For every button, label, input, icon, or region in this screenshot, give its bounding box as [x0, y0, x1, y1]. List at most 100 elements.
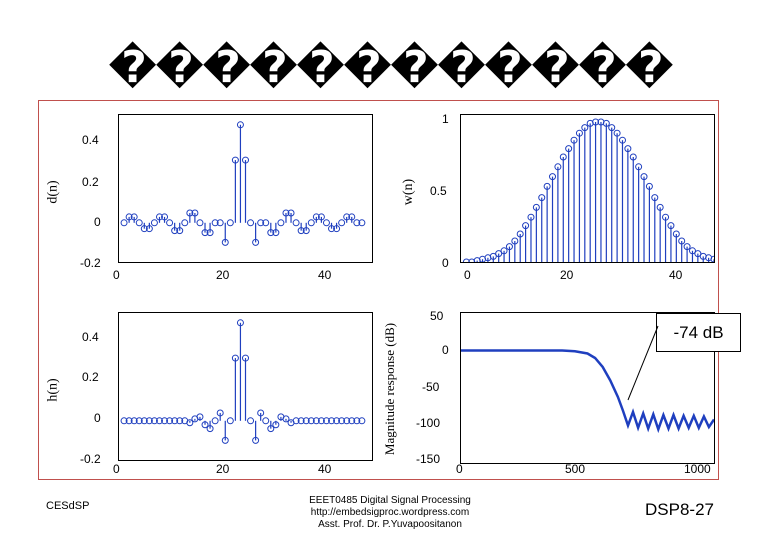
- d-marker: [257, 219, 265, 227]
- footer-left: CESdSP: [46, 500, 90, 512]
- d-marker: [231, 156, 239, 164]
- ytick-d-3: 0: [94, 215, 101, 229]
- d-marker: [236, 121, 244, 129]
- h-marker: [120, 417, 128, 425]
- h-marker: [216, 409, 224, 417]
- h-marker: [252, 436, 260, 444]
- ytick-d-2: 0.2: [82, 175, 99, 189]
- d-marker: [348, 213, 356, 221]
- d-marker: [287, 209, 295, 217]
- h-marker: [297, 417, 305, 425]
- h-marker: [186, 419, 194, 427]
- d-marker: [282, 209, 290, 217]
- plot-w: [460, 114, 715, 263]
- h-marker: [201, 421, 209, 429]
- h-marker: [226, 417, 234, 425]
- plot-magnitude-svg: [461, 349, 714, 434]
- d-marker: [145, 225, 153, 233]
- magnitude-response-line: [461, 349, 714, 434]
- d-marker: [277, 219, 285, 227]
- h-marker: [348, 417, 356, 425]
- d-marker: [186, 209, 194, 217]
- h-marker: [282, 415, 290, 423]
- d-marker: [272, 229, 280, 237]
- w-marker: [667, 222, 675, 230]
- w-marker: [688, 247, 696, 255]
- w-marker: [554, 163, 562, 171]
- d-marker: [297, 227, 305, 235]
- h-marker: [161, 417, 169, 425]
- d-marker: [338, 219, 346, 227]
- w-marker: [462, 258, 470, 262]
- xtick-d-3: 40: [318, 268, 332, 282]
- h-marker: [140, 417, 148, 425]
- plot-w-svg: [462, 118, 714, 262]
- footer-slide-number: DSP8-27: [645, 500, 714, 519]
- w-marker: [694, 250, 702, 258]
- ytick-d-4: -0.2: [80, 256, 101, 270]
- d-marker: [161, 213, 169, 221]
- w-marker: [672, 230, 680, 238]
- d-marker: [247, 219, 255, 227]
- d-marker: [216, 219, 224, 227]
- d-marker: [155, 213, 163, 221]
- w-marker: [500, 247, 508, 255]
- d-marker: [242, 156, 249, 164]
- h-marker: [196, 413, 204, 421]
- footer-center: EEET0485 Digital Signal Processing http:…: [280, 495, 500, 531]
- ytick-H-3: -50: [422, 380, 440, 394]
- d-marker: [171, 227, 179, 235]
- w-marker: [468, 258, 476, 262]
- d-marker: [191, 209, 199, 217]
- ylabel-d: d(n): [45, 180, 61, 204]
- w-marker: [592, 118, 600, 126]
- h-marker: [150, 417, 158, 425]
- d-marker: [120, 219, 128, 227]
- w-marker: [495, 250, 503, 258]
- d-marker: [176, 227, 184, 235]
- h-marker: [242, 354, 249, 362]
- w-marker: [678, 237, 686, 245]
- w-marker: [570, 136, 578, 144]
- h-marker: [292, 417, 300, 425]
- w-marker: [532, 203, 540, 211]
- w-marker: [581, 124, 589, 132]
- h-marker: [353, 417, 361, 425]
- w-marker: [656, 203, 664, 211]
- slide-title: ������������: [108, 43, 674, 92]
- d-marker: [267, 229, 275, 237]
- d-marker: [307, 219, 315, 227]
- h-marker: [166, 417, 174, 425]
- w-marker: [662, 213, 670, 221]
- plot-h-svg: [120, 319, 366, 444]
- xtick-H-3: 1000: [684, 462, 711, 476]
- d-marker: [302, 227, 310, 235]
- d-marker: [150, 219, 158, 227]
- h-marker: [155, 417, 163, 425]
- h-marker: [343, 417, 351, 425]
- w-marker: [710, 255, 714, 262]
- xtick-h-2: 20: [216, 462, 230, 476]
- xtick-H-2: 500: [565, 462, 586, 476]
- h-marker: [272, 421, 280, 429]
- h-marker: [231, 354, 239, 362]
- d-marker: [292, 219, 300, 227]
- d-marker: [130, 213, 138, 221]
- w-marker: [651, 194, 659, 202]
- xtick-w-3: 40: [669, 268, 683, 282]
- ylabel-w: w(n): [401, 178, 417, 206]
- ytick-H-1: 50: [430, 309, 444, 323]
- footer-course: EEET0485 Digital Signal Processing: [309, 495, 471, 506]
- d-marker: [211, 219, 219, 227]
- h-marker: [171, 417, 179, 425]
- ytick-h-4: -0.2: [80, 452, 101, 466]
- h-marker: [135, 417, 143, 425]
- ytick-H-5: -150: [416, 452, 441, 466]
- d-marker: [322, 219, 330, 227]
- xtick-d-2: 20: [216, 268, 230, 282]
- w-marker: [565, 145, 573, 153]
- h-marker: [125, 417, 133, 425]
- figure-frame: [38, 100, 719, 480]
- h-marker: [130, 417, 138, 425]
- d-marker: [252, 238, 260, 246]
